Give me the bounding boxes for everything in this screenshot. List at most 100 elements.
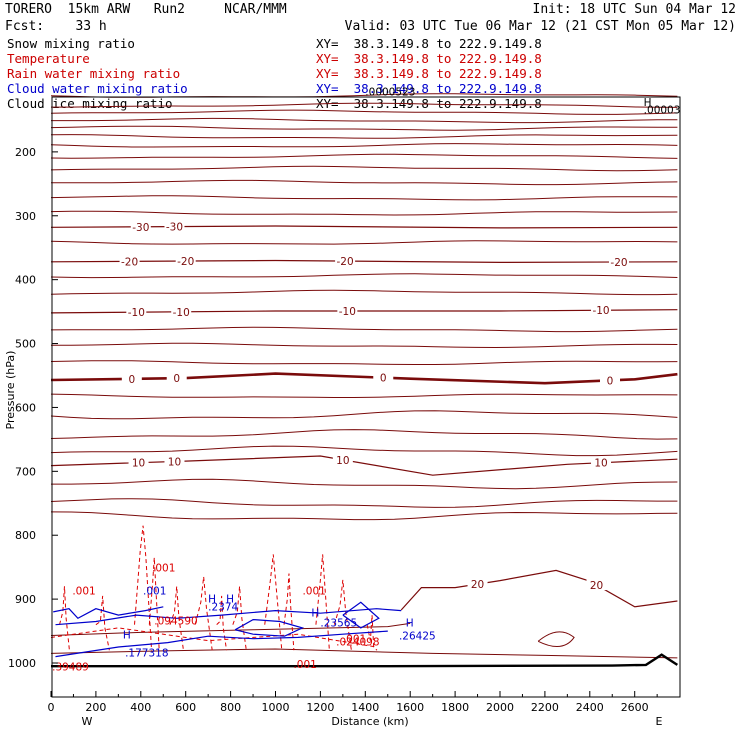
contour-value-label: .094590 bbox=[154, 616, 197, 628]
rain-contour bbox=[216, 595, 228, 651]
y-tick-label: 300 bbox=[15, 210, 36, 223]
legend-field-name: Temperature bbox=[7, 51, 90, 66]
rain-min-label: .39489 bbox=[52, 662, 89, 674]
x-tick-label: 2600 bbox=[621, 701, 649, 714]
x-tick-label: 2400 bbox=[576, 701, 604, 714]
y-tick-label: 400 bbox=[15, 274, 36, 287]
rain-contour bbox=[264, 554, 283, 651]
temperature-isotherms bbox=[50, 93, 678, 659]
isotherm bbox=[50, 393, 678, 398]
isotherm bbox=[50, 511, 678, 521]
isotherm-label: -10 bbox=[592, 305, 609, 317]
x-tick-label: 1600 bbox=[396, 701, 424, 714]
isotherm-label: 20 bbox=[590, 580, 603, 592]
isotherm-label: 10 bbox=[168, 456, 181, 468]
model-title: TORERO 15km ARW Run2 NCAR/MMM bbox=[5, 2, 287, 17]
isotherm-label: -30 bbox=[132, 222, 149, 234]
contour-labels: -30 -30 -20 -20 -20 -20 -10 -10 -10 -10 0 0 0 0 10 10 10… bbox=[52, 87, 680, 674]
legend-field-name: Rain water mixing ratio bbox=[7, 66, 181, 81]
label-bg bbox=[126, 306, 147, 318]
isotherm-label: -20 bbox=[610, 257, 627, 269]
label-bg bbox=[591, 304, 612, 316]
isotherm bbox=[50, 195, 678, 201]
isotherm--20 bbox=[50, 259, 678, 264]
contour-value-label: .001 bbox=[72, 586, 95, 598]
label-bg bbox=[164, 220, 185, 232]
max-marker: H bbox=[406, 618, 414, 630]
isotherm bbox=[50, 360, 678, 365]
label-bg bbox=[586, 579, 607, 591]
contour-value-label: .001 bbox=[343, 634, 366, 646]
snow-min-label: .0000523 bbox=[365, 87, 415, 99]
isotherm-label: 10 bbox=[336, 455, 349, 467]
cloud-water-contour bbox=[55, 630, 388, 658]
rain-contour bbox=[95, 595, 110, 651]
legend-field-name: Cloud water mixing ratio bbox=[7, 81, 188, 96]
x-tick-label: 1800 bbox=[441, 701, 469, 714]
isotherm-label: -20 bbox=[177, 256, 194, 268]
isotherm bbox=[50, 179, 678, 186]
isotherm bbox=[50, 240, 678, 245]
rain-contour bbox=[315, 554, 330, 651]
terrain-surface bbox=[51, 653, 679, 668]
x-tick-label: 400 bbox=[130, 701, 151, 714]
y-tick-label: 1000 bbox=[8, 657, 36, 670]
label-bg bbox=[175, 255, 196, 267]
isotherm bbox=[51, 117, 678, 124]
x-tick-label: 2200 bbox=[531, 701, 559, 714]
isotherm bbox=[50, 289, 678, 296]
rain-contour bbox=[194, 576, 213, 651]
isotherm bbox=[51, 478, 678, 490]
cloud-water-contour bbox=[342, 601, 380, 629]
valid-time: Valid: 03 UTC Tue 06 Mar 12 (21 CST Mon … bbox=[344, 19, 736, 34]
plot-frame bbox=[51, 96, 681, 698]
west-label: W bbox=[82, 715, 93, 728]
x-tick-label: 800 bbox=[220, 701, 241, 714]
rain-contour bbox=[366, 615, 378, 651]
isotherm bbox=[50, 429, 678, 440]
isotherm bbox=[50, 210, 678, 216]
contour-value-label: .177318 bbox=[125, 648, 168, 660]
label-bg bbox=[337, 304, 358, 316]
isotherm bbox=[51, 102, 678, 108]
x-tick-label: 600 bbox=[175, 701, 196, 714]
isotherm-label: -20 bbox=[337, 256, 354, 268]
isotherm--10 bbox=[50, 309, 678, 314]
isotherm-label: -10 bbox=[339, 306, 356, 318]
isotherm bbox=[50, 134, 678, 139]
isotherm-label: -20 bbox=[121, 256, 138, 268]
isotherm bbox=[50, 143, 678, 148]
isotherm bbox=[50, 648, 678, 659]
rain-contour bbox=[148, 557, 160, 651]
max-marker: H bbox=[226, 593, 234, 605]
legend-cross-section-endpoints: XY= 38.3.149.8 to 222.9.149.8 bbox=[316, 66, 542, 81]
label-bg bbox=[130, 220, 151, 232]
rain-water-contours bbox=[50, 525, 378, 651]
label-bg bbox=[332, 453, 353, 465]
label-bg bbox=[119, 255, 140, 267]
axes: 0 200 400 600 800 1000 1200 1400 1600 1800 2000 220… bbox=[4, 96, 681, 728]
y-tick-label: 700 bbox=[15, 465, 36, 478]
isotherm-label: -30 bbox=[166, 222, 183, 234]
label-bg bbox=[373, 371, 394, 383]
isotherm bbox=[50, 622, 411, 637]
isotherm bbox=[50, 342, 678, 349]
east-label: E bbox=[656, 715, 663, 728]
max-marker: H bbox=[123, 630, 131, 642]
label-bg bbox=[335, 255, 356, 267]
x-tick-label: 1200 bbox=[306, 701, 334, 714]
contour-value-label: .001 bbox=[302, 586, 325, 598]
x-tick-label: 1000 bbox=[262, 701, 290, 714]
isotherm-20 bbox=[400, 569, 678, 611]
isotherm bbox=[50, 445, 678, 457]
isotherm bbox=[50, 165, 678, 172]
contour-value-label: .024098 bbox=[336, 637, 379, 649]
contour-value-label: .001 bbox=[293, 659, 316, 671]
y-tick-label: 600 bbox=[15, 401, 36, 414]
isotherm-label: 0 bbox=[173, 373, 180, 385]
rain-contour bbox=[333, 579, 352, 651]
isotherm-label: 0 bbox=[128, 374, 135, 386]
isotherm-label: 0 bbox=[607, 375, 614, 387]
isotherm bbox=[50, 273, 678, 279]
